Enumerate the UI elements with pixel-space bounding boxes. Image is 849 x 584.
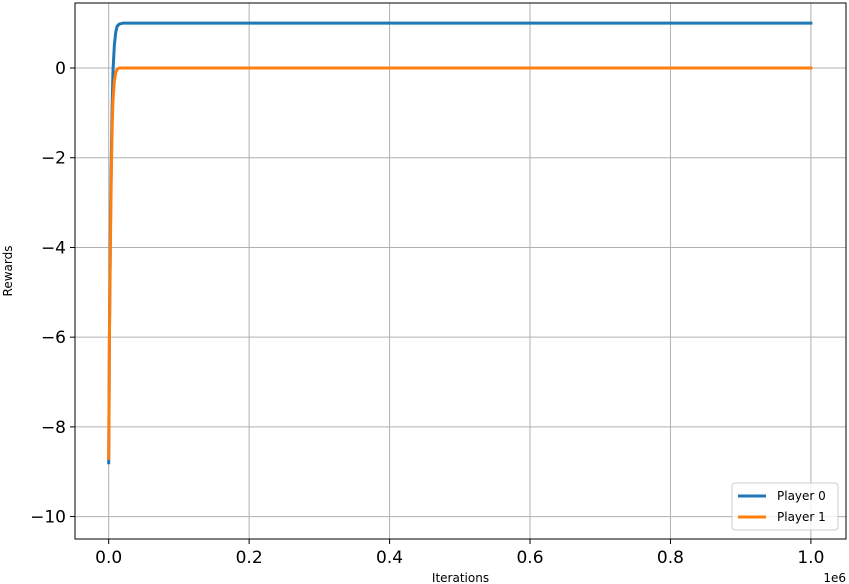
x-tick-label: 0.2 bbox=[236, 548, 263, 568]
series-line-player-1 bbox=[107, 66, 813, 460]
y-tick-label: −4 bbox=[41, 238, 66, 258]
y-tick-label: 0 bbox=[55, 59, 66, 79]
legend-entry-label: Player 0 bbox=[777, 489, 826, 503]
y-tick-label: −6 bbox=[41, 328, 66, 348]
x-tick-label: 0.4 bbox=[376, 548, 403, 568]
x-axis-label: Iterations bbox=[432, 571, 489, 584]
series-line-player-0 bbox=[107, 21, 813, 465]
y-tick-label: −8 bbox=[41, 418, 66, 438]
x-axis-offset-label: 1e6 bbox=[823, 571, 846, 584]
y-tick-label: −2 bbox=[41, 149, 66, 169]
y-axis-label: Rewards bbox=[1, 246, 15, 297]
plot-frame bbox=[74, 2, 847, 540]
x-tick-label: 1.0 bbox=[797, 548, 824, 568]
legend: Player 0 Player 1 bbox=[731, 482, 839, 531]
x-tick-label: 0.8 bbox=[657, 548, 684, 568]
ticks: 0.0 0.2 0.4 0.6 0.8 1.0 −10 −8 −6 −4 −2 0 bbox=[30, 59, 824, 568]
legend-entry-label: Player 1 bbox=[777, 510, 826, 524]
series-lines bbox=[107, 21, 813, 465]
y-tick-label: −10 bbox=[30, 508, 66, 528]
x-tick-label: 0.0 bbox=[95, 548, 122, 568]
x-tick-label: 0.6 bbox=[516, 548, 543, 568]
grid bbox=[75, 3, 846, 539]
